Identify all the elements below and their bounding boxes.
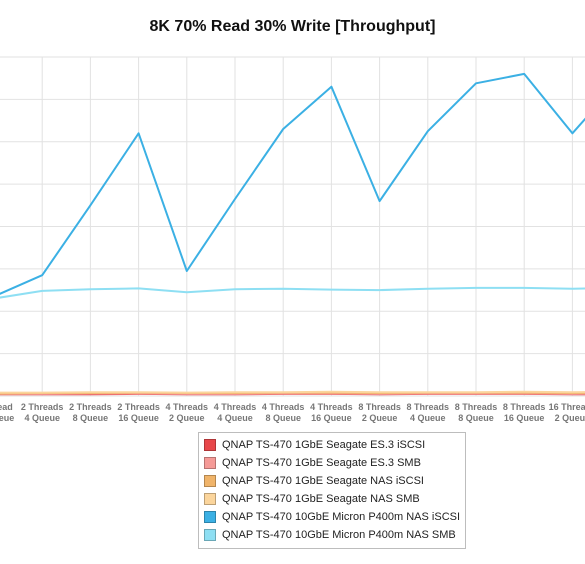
legend-swatch: [204, 529, 216, 541]
legend-swatch: [204, 457, 216, 469]
legend-swatch: [204, 475, 216, 487]
x-tick-label: 8 Queue: [265, 413, 301, 423]
x-tick-label: 2 Threads: [21, 402, 64, 412]
chart-title: 8K 70% Read 30% Write [Throughput]: [149, 18, 436, 35]
legend-item[interactable]: QNAP TS-470 1GbE Seagate NAS SMB: [199, 490, 465, 508]
legend-item[interactable]: QNAP TS-470 1GbE Seagate NAS iSCSI: [199, 472, 465, 490]
x-tick-label: 2 Queue: [169, 413, 205, 423]
x-tick-label: 4 Threads: [262, 402, 305, 412]
series-line-6: [0, 286, 585, 299]
legend-item[interactable]: QNAP TS-470 10GbE Micron P400m NAS SMB: [199, 526, 465, 544]
x-tick-label: 4 Queue: [410, 413, 446, 423]
x-tick-label: 16 Queue: [118, 413, 159, 423]
legend: QNAP TS-470 1GbE Seagate ES.3 iSCSI QNAP …: [198, 432, 466, 549]
x-tick-label: 8 Threads: [455, 402, 498, 412]
legend-label: QNAP TS-470 1GbE Seagate ES.3 iSCSI: [222, 439, 426, 451]
x-tick-label: 8 Queue: [73, 413, 109, 423]
legend-label: QNAP TS-470 1GbE Seagate ES.3 SMB: [222, 457, 421, 469]
series-lines: [0, 72, 585, 396]
legend-label: QNAP TS-470 1GbE Seagate NAS iSCSI: [222, 475, 424, 487]
series-line-5: [0, 72, 585, 295]
x-tick-label: 4 Queue: [24, 413, 60, 423]
series-line-4: [0, 390, 585, 394]
x-tick-label: 2 Queue: [362, 413, 398, 423]
x-tick-label: 2 Threads: [69, 402, 112, 412]
legend-label: QNAP TS-470 1GbE Seagate NAS SMB: [222, 493, 420, 505]
x-tick-label: 16 Threads: [549, 402, 585, 412]
x-tick-label: 8 Threads: [358, 402, 401, 412]
gridlines: [0, 56, 585, 397]
x-tick-label: 1 Thread: [0, 402, 13, 412]
legend-item[interactable]: QNAP TS-470 1GbE Seagate ES.3 SMB: [199, 454, 465, 472]
x-tick-label: 32 Queue: [0, 413, 14, 423]
x-tick-label: 2 Threads: [117, 402, 160, 412]
legend-swatch: [204, 493, 216, 505]
x-tick-label: 2 Queue: [555, 413, 585, 423]
x-tick-label: 4 Queue: [217, 413, 253, 423]
x-tick-label: 4 Threads: [214, 402, 257, 412]
legend-label: QNAP TS-470 10GbE Micron P400m NAS iSCSI: [222, 511, 461, 523]
legend-swatch: [204, 511, 216, 523]
legend-label: QNAP TS-470 10GbE Micron P400m NAS SMB: [222, 529, 456, 541]
x-tick-label: 4 Threads: [166, 402, 209, 412]
x-tick-label: 8 Threads: [407, 402, 450, 412]
x-tick-label: 16 Queue: [504, 413, 545, 423]
x-tick-label: 8 Threads: [503, 402, 546, 412]
legend-item[interactable]: QNAP TS-470 1GbE Seagate ES.3 iSCSI: [199, 436, 465, 454]
legend-item[interactable]: QNAP TS-470 10GbE Micron P400m NAS iSCSI: [199, 508, 465, 526]
x-tick-label: 8 Queue: [458, 413, 494, 423]
x-tick-label: 4 Threads: [310, 402, 353, 412]
legend-swatch: [204, 439, 216, 451]
x-tick-label: 16 Queue: [311, 413, 352, 423]
